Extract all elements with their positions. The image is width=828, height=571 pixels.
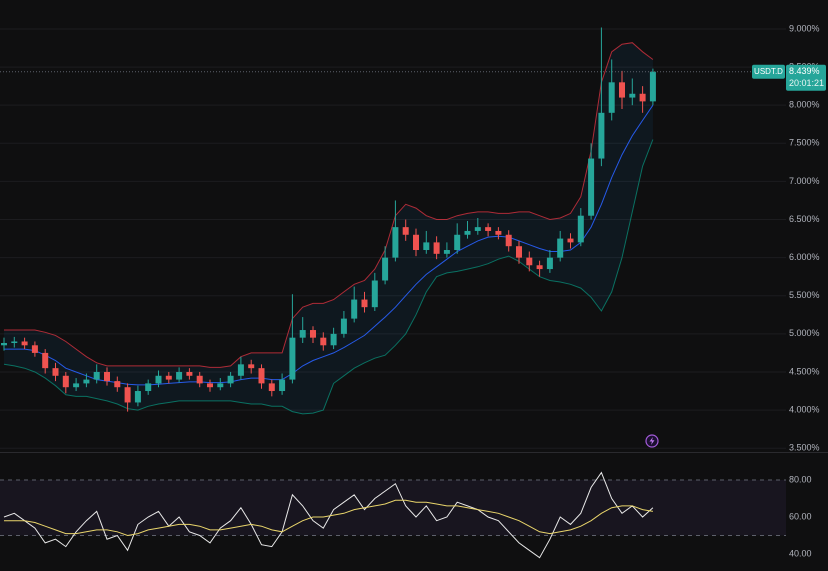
candle-body bbox=[42, 352, 49, 369]
candle-body bbox=[176, 371, 183, 380]
candle-body bbox=[52, 368, 59, 376]
candle-body bbox=[649, 71, 656, 102]
candle-body bbox=[474, 227, 481, 231]
overlay-line bbox=[3, 139, 654, 415]
candle-body bbox=[237, 364, 244, 376]
indicator-line bbox=[4, 499, 653, 537]
y-tick-label: 4.000% bbox=[789, 404, 820, 414]
y-tick-label: 7.000% bbox=[789, 176, 820, 186]
price-label: 8.439% bbox=[789, 66, 820, 76]
y-tick-label: 80.00 bbox=[789, 474, 812, 484]
candle-body bbox=[371, 280, 378, 308]
overlay-line bbox=[4, 104, 654, 386]
band-fill bbox=[0, 479, 786, 536]
symbol-label: USDT.D bbox=[754, 67, 783, 76]
candle-body bbox=[279, 379, 286, 392]
candle-body bbox=[268, 383, 275, 392]
y-tick-label: 40.00 bbox=[789, 548, 812, 558]
y-tick-label: 4.500% bbox=[789, 366, 820, 376]
symbol-tag bbox=[752, 64, 785, 79]
candle-body bbox=[155, 375, 162, 384]
candle-body bbox=[196, 375, 203, 384]
candle-body bbox=[464, 230, 471, 235]
candle-body bbox=[165, 375, 172, 380]
candle-body bbox=[21, 341, 28, 346]
candle-body bbox=[454, 234, 461, 251]
candle-body bbox=[526, 257, 533, 266]
candle-body bbox=[11, 341, 18, 344]
y-tick-label: 60.00 bbox=[789, 511, 812, 521]
candle-body bbox=[505, 234, 512, 247]
alert-icon[interactable] bbox=[645, 434, 659, 448]
y-tick-label: 3.500% bbox=[789, 443, 820, 453]
candle-body bbox=[299, 330, 306, 338]
candle-body bbox=[83, 379, 90, 384]
y-tick-label: 8.000% bbox=[789, 100, 820, 110]
candle-body bbox=[114, 381, 121, 388]
candle-body bbox=[392, 227, 399, 258]
candle-body bbox=[619, 82, 625, 98]
candle-body bbox=[340, 318, 347, 334]
candle-body bbox=[207, 383, 213, 388]
candle-body bbox=[186, 371, 193, 376]
overlay-line bbox=[4, 42, 654, 368]
candle-body bbox=[629, 93, 636, 98]
candle-body bbox=[104, 371, 110, 382]
candle-body bbox=[546, 257, 553, 270]
time-label: 20:01:21 bbox=[789, 78, 824, 88]
candle-body bbox=[567, 238, 574, 243]
candle-body bbox=[351, 299, 358, 319]
candle-body bbox=[320, 337, 327, 346]
candle-body bbox=[134, 391, 141, 403]
candle-body bbox=[577, 215, 584, 243]
candle-body bbox=[485, 227, 492, 231]
y-tick-label: 6.500% bbox=[789, 214, 820, 224]
candle-body bbox=[588, 158, 595, 216]
candle-body bbox=[598, 112, 605, 159]
candle-body bbox=[639, 93, 646, 102]
y-tick-label: 5.500% bbox=[789, 290, 820, 300]
candle-body bbox=[557, 238, 564, 258]
y-tick-label: 7.500% bbox=[789, 138, 820, 148]
y-tick-label: 5.000% bbox=[789, 328, 820, 338]
candle-body bbox=[31, 345, 38, 353]
candle-body bbox=[330, 333, 337, 346]
indicator-line bbox=[3, 471, 654, 559]
candle-body bbox=[423, 242, 430, 251]
candle-body bbox=[1, 343, 7, 346]
candle-body bbox=[62, 375, 69, 388]
candle-body bbox=[536, 265, 543, 270]
candle-body bbox=[73, 383, 80, 388]
y-tick-label: 9.000% bbox=[789, 23, 820, 33]
candle-body bbox=[413, 234, 419, 251]
candle-body bbox=[495, 230, 502, 235]
candle-body bbox=[258, 368, 265, 384]
candle-body bbox=[124, 387, 131, 403]
candle-body bbox=[361, 299, 368, 308]
y-tick-label: 6.000% bbox=[789, 252, 820, 262]
band-fill bbox=[4, 42, 653, 414]
candle-body bbox=[289, 337, 296, 380]
candle-body bbox=[217, 383, 224, 388]
candle-body bbox=[433, 242, 440, 254]
candle-body bbox=[248, 364, 255, 369]
candle-body bbox=[516, 246, 522, 258]
candle-body bbox=[93, 371, 100, 380]
candle-body bbox=[310, 330, 316, 338]
candle-body bbox=[227, 375, 234, 384]
candle-body bbox=[382, 257, 389, 281]
candle-body bbox=[443, 250, 450, 254]
candle-body bbox=[145, 383, 152, 392]
price-tag bbox=[786, 64, 826, 91]
candle-body bbox=[402, 227, 409, 235]
candle-body bbox=[608, 82, 615, 113]
